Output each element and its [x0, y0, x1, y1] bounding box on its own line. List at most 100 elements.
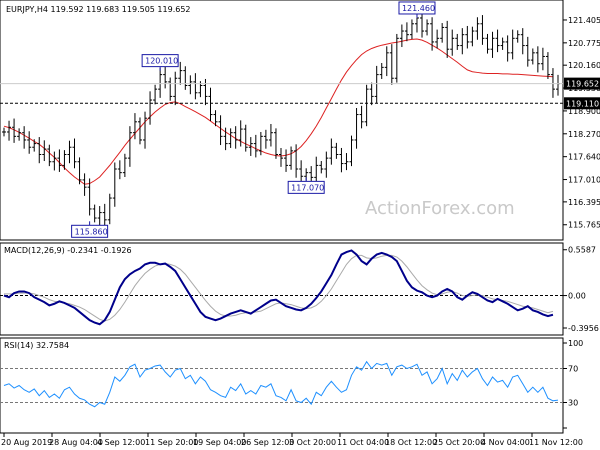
ohlc-bar [505, 35, 510, 62]
x-tick-label: 11 Oct 04:00 [337, 438, 389, 447]
ohlc-bar [294, 144, 299, 178]
x-tick-label: 25 Oct 20:00 [433, 438, 485, 447]
ohlc-bar [430, 17, 435, 51]
ohlc-bar [12, 118, 17, 143]
ohlc-bar [450, 29, 455, 56]
ohlc-bar [263, 129, 268, 149]
ohlc-bar [470, 26, 475, 47]
ohlc-bar [178, 61, 183, 85]
macd-y-tick-label: 0.00 [568, 292, 586, 301]
ohlc-bar [279, 147, 283, 167]
ohlc-bar [445, 20, 450, 58]
x-tick-label: 11 Sep 20:00 [145, 438, 198, 447]
rsi-y-tick-label: 30 [568, 399, 578, 408]
macd-panel-frame [0, 242, 564, 336]
ohlc-bar [97, 206, 102, 227]
ohlc-bar [485, 33, 490, 54]
ohlc-bar [299, 160, 304, 183]
ohlc-bar [27, 131, 32, 154]
ohlc-bar [107, 193, 112, 225]
ohlc-bar [168, 77, 173, 101]
ohlc-bar [223, 127, 228, 151]
ohlc-bar [143, 111, 148, 149]
ohlc-bar [248, 137, 253, 156]
ohlc-bar [158, 68, 163, 98]
price-callout-label: 117.070 [291, 183, 324, 192]
ohlc-bar [122, 153, 127, 178]
ohlc-bar [87, 178, 92, 216]
ohlc-bar [399, 24, 404, 48]
price-y-tick-label: 118.900 [568, 107, 600, 116]
macd-signal-line [4, 254, 554, 322]
ohlc-bar [17, 128, 22, 141]
ohlc-bar [127, 126, 132, 167]
ohlc-bar [404, 22, 409, 42]
price-callout-label: 115.860 [75, 227, 108, 236]
ohlc-bar [425, 19, 430, 36]
price-y-tick-label: 115.765 [568, 221, 600, 230]
x-tick-label: 4 Nov 04:00 [481, 438, 530, 447]
price-y-tick-label: 120.160 [568, 61, 600, 70]
x-tick-label: 26 Sep 12:00 [241, 438, 294, 447]
ohlc-bar [258, 131, 263, 156]
ohlc-bar [495, 29, 500, 53]
ohlc-bar [510, 29, 515, 60]
ohlc-bar [92, 204, 97, 223]
ohlc-bar [344, 153, 349, 171]
ohlc-bar [57, 149, 62, 172]
ohlc-bar [515, 30, 520, 43]
ohlc-bar [132, 113, 137, 140]
ohlc-bar [520, 28, 525, 55]
x-tick-label: 20 Aug 2019 [1, 438, 52, 447]
ohlc-bar [369, 82, 374, 106]
ohlc-bar [193, 73, 198, 100]
ohlc-bar [460, 28, 465, 55]
ohlc-bar [67, 140, 72, 164]
price-y-tick-label: 116.395 [568, 198, 600, 207]
ohlc-bar [102, 203, 107, 227]
ohlc-bar [47, 144, 52, 167]
ohlc-bar [530, 48, 535, 65]
ohlc-bar [148, 91, 153, 125]
ohlc-bar [42, 140, 47, 162]
x-tick-label: 19 Sep 04:00 [193, 438, 246, 447]
ohlc-bar [354, 108, 359, 149]
ohlc-bar [329, 138, 334, 165]
watermark: ActionForex.com [365, 198, 515, 219]
ohlc-bar [455, 33, 460, 50]
rsi-panel-frame [0, 337, 564, 434]
ohlc-bar [243, 124, 248, 152]
moving-average-line [3, 38, 553, 185]
ohlc-bar [62, 150, 67, 170]
ohlc-bar [238, 120, 243, 147]
ohlc-bar [500, 37, 505, 50]
x-tick-label: 18 Oct 12:00 [385, 438, 437, 447]
ohlc-bar [137, 117, 142, 145]
level-price-box [564, 97, 600, 110]
ohlc-bar [72, 138, 77, 169]
ohlc-bar [465, 25, 470, 49]
price-panel-title: EURJPY,H4 119.592 119.683 119.505 119.65… [6, 5, 191, 14]
rsi-y-tick-label: 70 [568, 365, 578, 374]
macd-line [3, 249, 554, 326]
x-tick-label: 4 Sep 12:00 [97, 438, 145, 447]
ohlc-bar [525, 36, 530, 67]
ohlc-bar [389, 44, 394, 85]
ohlc-bar [324, 151, 329, 178]
x-tick-label: 11 Nov 12:00 [529, 438, 583, 447]
price-y-tick-label: 121.405 [568, 16, 600, 25]
ohlc-bar [218, 115, 223, 146]
price-y-tick-label: 117.640 [568, 153, 600, 162]
ohlc-bar [2, 127, 6, 137]
macd-panel: MACD(12,26,9) -0.2341 -0.1926 0.5587 0.00… [0, 242, 599, 336]
ohlc-bar [364, 84, 369, 127]
ohlc-bar [153, 84, 158, 105]
price-y-tick-label: 118.270 [568, 130, 600, 139]
ohlc-bar [289, 146, 294, 170]
macd-y-tick-label: 0.5587 [568, 246, 596, 255]
ohlc-bar [319, 161, 324, 174]
macd-y-tick-label: -0.3956 [568, 324, 599, 333]
ohlc-bar [490, 31, 495, 58]
